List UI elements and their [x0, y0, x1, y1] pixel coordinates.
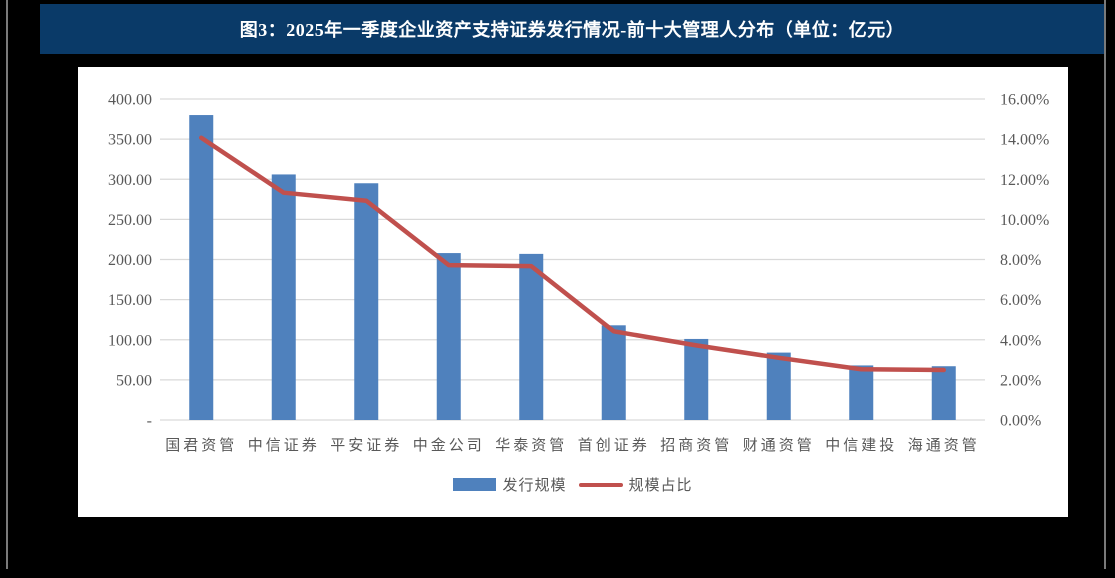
category-label: 平安证券: [330, 437, 402, 454]
left-axis-tick: -: [147, 413, 152, 430]
bar-海通资管: [931, 366, 956, 420]
left-axis-tick: 50.00: [116, 372, 152, 389]
right-axis-tick: 14.00%: [1000, 132, 1049, 149]
chart-legend: 发行规模 规模占比: [78, 474, 1068, 495]
bar-首创证券: [601, 325, 626, 420]
bar-华泰资管: [519, 253, 544, 420]
bar-中信建投: [849, 365, 874, 420]
ratio-line: [199, 135, 946, 373]
legend-bar-swatch: [453, 478, 497, 491]
bar-招商资管: [684, 338, 709, 420]
left-axis-tick: 400.00: [108, 92, 152, 109]
category-label: 财通资管: [743, 437, 815, 454]
category-label: 国君资管: [165, 437, 237, 454]
left-axis-tick: 100.00: [108, 332, 152, 349]
left-axis-tick: 300.00: [108, 172, 152, 189]
right-border-line: [1104, 0, 1106, 569]
bar-国君资管: [189, 115, 214, 421]
bar-财通资管: [766, 352, 791, 420]
right-axis-tick: 4.00%: [1000, 332, 1041, 349]
category-label: 首创证券: [578, 437, 650, 454]
right-axis-tick: 12.00%: [1000, 172, 1049, 189]
category-label: 招商资管: [660, 437, 732, 454]
legend-line-label: 规模占比: [628, 478, 693, 494]
category-label: 中信证券: [248, 437, 320, 454]
bar-中信证券: [271, 174, 296, 420]
chart-panel: 400.00 16.00% 350.00 14.00% 300.00 12.00% 250.…: [78, 67, 1068, 517]
right-axis-tick: 2.00%: [1000, 372, 1041, 389]
left-border-line: [6, 0, 8, 569]
right-axis-tick: 10.00%: [1000, 212, 1049, 229]
category-label: 中信建投: [825, 437, 897, 454]
figure-title-banner: 图3：2025年一季度企业资产支持证券发行情况-前十大管理人分布（单位：亿元）: [40, 4, 1104, 54]
left-axis-tick: 150.00: [108, 292, 152, 309]
legend-line-swatch: [578, 482, 623, 487]
right-axis-tick: 6.00%: [1000, 292, 1041, 309]
category-label: 海通资管: [908, 437, 980, 454]
chart-svg: 400.00 16.00% 350.00 14.00% 300.00 12.00% 250.…: [108, 92, 1049, 455]
legend-bar-label: 发行规模: [502, 478, 567, 494]
right-axis-tick: 16.00%: [1000, 92, 1049, 109]
right-axis-tick: 0.00%: [1000, 413, 1041, 430]
right-axis-tick: 8.00%: [1000, 252, 1041, 269]
bar-中金公司: [436, 253, 461, 420]
category-label: 华泰资管: [495, 437, 567, 454]
left-axis-tick: 250.00: [108, 212, 152, 229]
left-axis-tick: 200.00: [108, 252, 152, 269]
figure-title: 图3：2025年一季度企业资产支持证券发行情况-前十大管理人分布（单位：亿元）: [239, 20, 905, 40]
category-label: 中金公司: [413, 437, 485, 454]
bar-平安证券: [354, 183, 379, 420]
left-axis-tick: 350.00: [108, 132, 152, 149]
